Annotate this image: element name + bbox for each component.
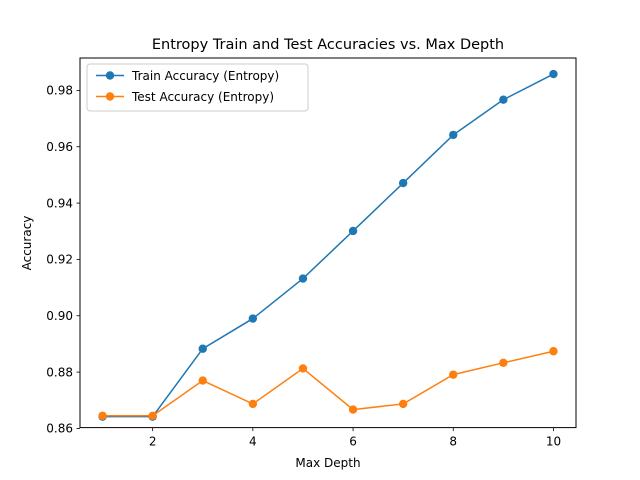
data-point xyxy=(298,364,308,373)
y-tick-label: 0.98 xyxy=(46,84,73,98)
legend-label: Test Accuracy (Entropy) xyxy=(131,90,274,104)
series-line xyxy=(102,350,554,417)
data-point xyxy=(298,274,308,283)
y-tick-label: 0.96 xyxy=(46,140,73,154)
data-point xyxy=(198,344,207,353)
y-tick-label: 0.94 xyxy=(46,196,73,210)
y-tick-label: 0.86 xyxy=(46,422,73,436)
series-line xyxy=(102,73,554,418)
data-point xyxy=(348,405,358,414)
data-point xyxy=(499,358,508,368)
y-tick-label: 0.90 xyxy=(46,309,73,323)
x-tick-label: 10 xyxy=(546,435,561,449)
chart-title: Entropy Train and Test Accuracies vs. Ma… xyxy=(152,37,504,53)
x-tick-label: 4 xyxy=(249,435,257,449)
data-point xyxy=(449,130,458,140)
x-axis-ticks: 2 4 6 8 10 xyxy=(149,427,561,449)
legend-marker xyxy=(105,71,115,80)
x-axis-label: Max Depth xyxy=(295,456,360,470)
x-tick-label: 8 xyxy=(449,435,457,449)
series-1 xyxy=(98,69,558,421)
data-point xyxy=(98,411,107,420)
data-point xyxy=(348,226,358,236)
data-point xyxy=(449,370,458,379)
data-point xyxy=(198,376,207,385)
y-axis-label: Accuracy xyxy=(20,216,34,271)
x-tick-label: 6 xyxy=(349,435,357,449)
data-point xyxy=(499,95,508,104)
data-point xyxy=(549,69,558,79)
data-point xyxy=(248,314,258,323)
y-tick-label: 0.92 xyxy=(46,253,73,267)
legend: Train Accuracy (Entropy) Test Accuracy (E… xyxy=(86,63,309,112)
data-point xyxy=(398,178,408,188)
series-2 xyxy=(98,347,558,420)
axes-frame xyxy=(79,57,577,429)
data-point xyxy=(549,347,558,356)
legend-label: Train Accuracy (Entropy) xyxy=(131,69,279,83)
data-point xyxy=(148,411,157,420)
x-tick-label: 2 xyxy=(149,435,157,449)
legend-box xyxy=(86,63,309,112)
legend-items: Train Accuracy (Entropy) Test Accuracy (E… xyxy=(96,69,279,104)
y-axis-ticks: 0.86 0.88 0.90 0.92 0.94 0.96 0.98 xyxy=(46,84,80,436)
data-point xyxy=(398,399,408,409)
plot-area xyxy=(79,57,577,429)
legend-marker xyxy=(105,92,115,101)
data-point xyxy=(248,399,258,409)
y-tick-label: 0.88 xyxy=(46,365,73,379)
series-layer xyxy=(98,69,558,421)
